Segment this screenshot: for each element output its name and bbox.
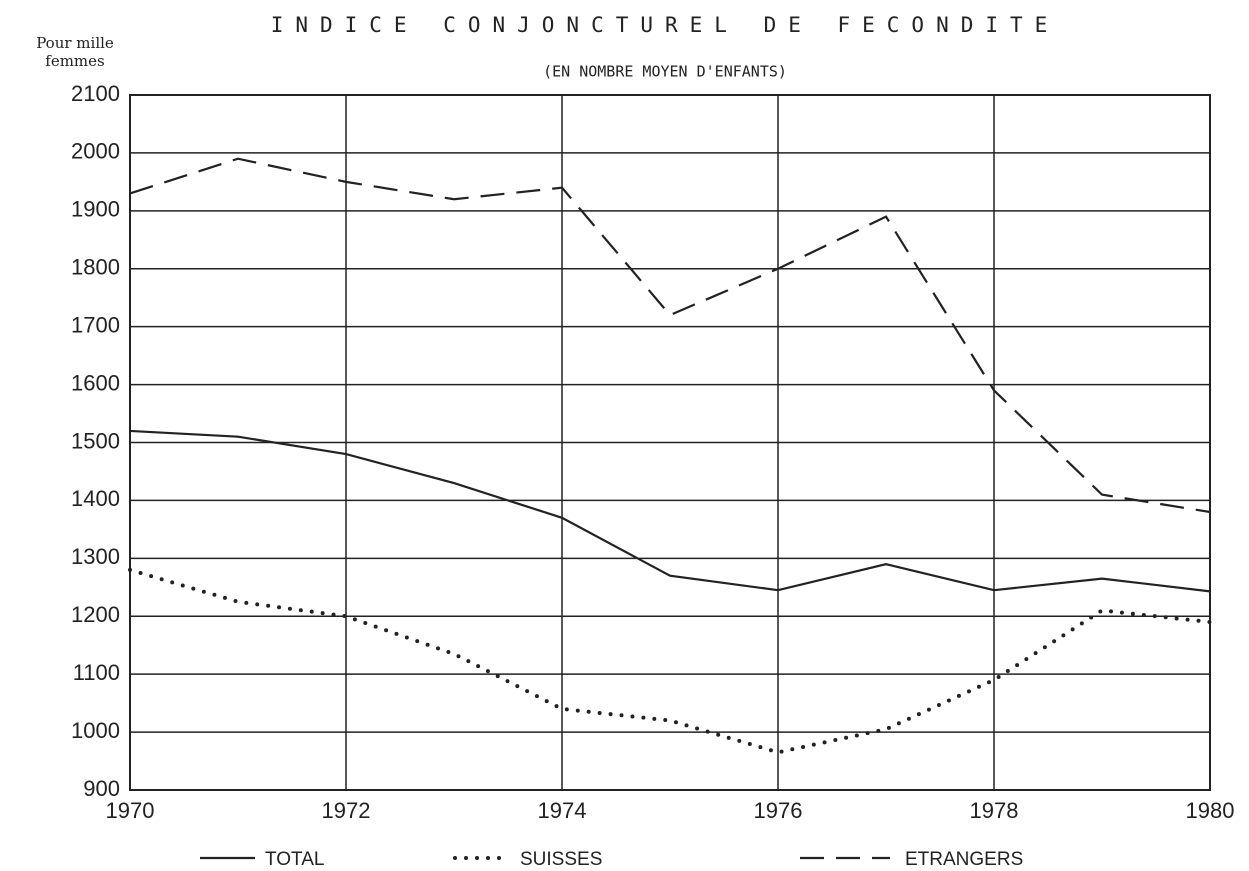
y-tick-label: 1600	[71, 370, 120, 395]
y-tick-label: 1700	[71, 312, 120, 337]
legend-label: TOTAL	[265, 849, 324, 870]
x-tick-label: 1980	[1186, 798, 1235, 823]
x-tick-label: 1976	[754, 798, 803, 823]
y-tick-label: 900	[83, 776, 120, 801]
chart-subtitle: (EN NOMBRE MOYEN D'ENFANTS)	[543, 63, 787, 81]
x-tick-label: 1970	[106, 798, 155, 823]
y-tick-label: 1900	[71, 197, 120, 222]
plot-frame	[129, 94, 1211, 791]
y-tick-label: 1500	[71, 428, 120, 453]
x-tick-label: 1974	[538, 798, 587, 823]
series-line	[128, 567, 1212, 755]
y-tick-label: 1100	[73, 660, 120, 685]
chart-title: INDICE CONJONCTUREL DE FECONDITE	[271, 13, 1060, 37]
y-axis-label: femmes	[45, 52, 104, 70]
y-tick-label: 1400	[71, 486, 120, 511]
series-line	[129, 429, 1211, 593]
y-tick-label: 1200	[71, 602, 120, 627]
series-line	[129, 157, 1211, 514]
x-tick-label: 1972	[322, 798, 371, 823]
y-tick-label: 2000	[71, 139, 120, 164]
y-tick-label: 1300	[71, 544, 120, 569]
x-tick-label: 1978	[970, 798, 1019, 823]
legend-label: SUISSES	[520, 849, 602, 870]
y-tick-label: 1000	[71, 718, 120, 743]
y-tick-label: 2100	[71, 81, 120, 106]
y-axis-label: Pour mille	[36, 34, 114, 52]
y-tick-label: 1800	[71, 255, 120, 280]
legend-label: ETRANGERS	[905, 849, 1023, 870]
